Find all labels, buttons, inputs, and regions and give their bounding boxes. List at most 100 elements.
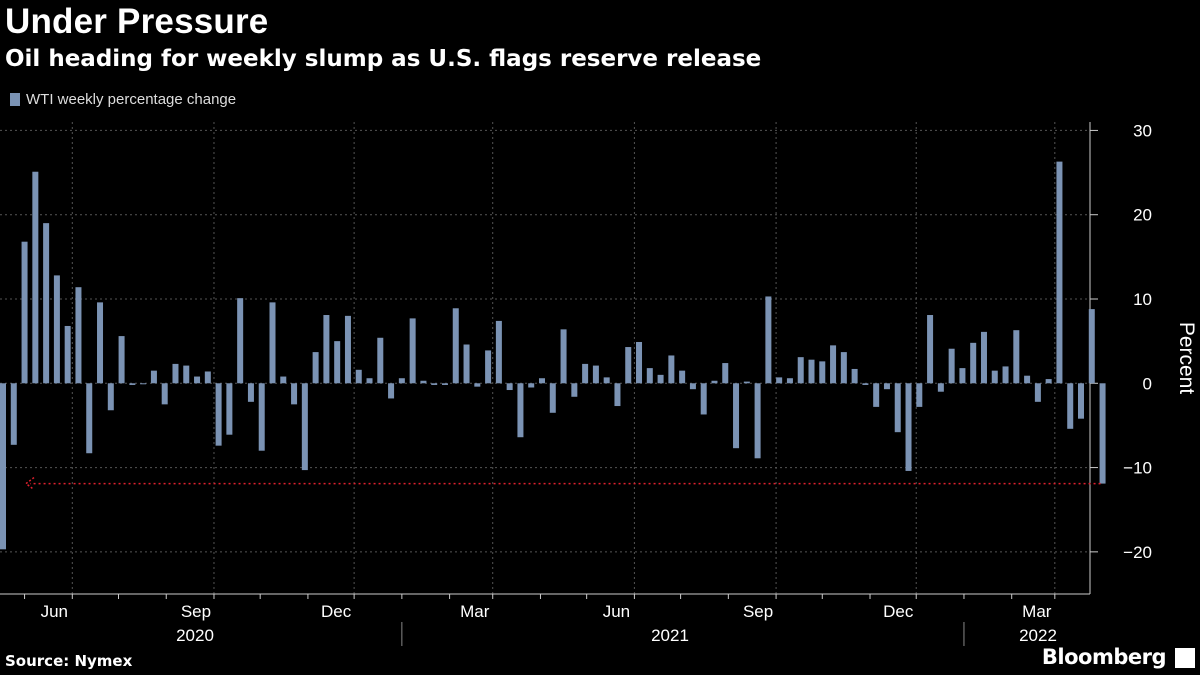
legend-label: WTI weekly percentage change (26, 91, 237, 108)
bar (474, 383, 481, 387)
bar (21, 241, 28, 384)
bar (323, 315, 330, 384)
y-tick-label: 10 (1133, 290, 1152, 309)
bar (215, 383, 222, 446)
bar (463, 344, 470, 384)
bar (765, 296, 772, 384)
bar (32, 171, 39, 384)
bar (948, 348, 955, 384)
y-tick-label: 0 (1143, 374, 1152, 393)
bar (140, 383, 147, 385)
bar (927, 315, 934, 384)
bar (161, 383, 168, 405)
bar (754, 383, 761, 459)
bar (657, 374, 664, 384)
bar (355, 369, 362, 384)
bar (485, 350, 492, 384)
bar (398, 378, 405, 384)
bar (786, 378, 793, 384)
bar (312, 352, 319, 384)
bar (506, 383, 513, 391)
source-note: Source: Nymex (5, 652, 133, 670)
bar (1099, 383, 1106, 484)
bar (733, 383, 740, 449)
x-month-label: Sep (743, 602, 773, 621)
bar (388, 383, 395, 399)
x-month-label: Mar (1022, 602, 1052, 621)
bar (571, 383, 578, 397)
bar (420, 380, 427, 384)
y-axis-title: Percent (1175, 322, 1198, 395)
bar (1034, 383, 1041, 402)
bar (118, 336, 125, 384)
bar (334, 341, 341, 384)
bar (1002, 366, 1009, 384)
bar (539, 378, 545, 384)
bar (1067, 383, 1074, 429)
bar (646, 368, 653, 384)
bar (700, 383, 707, 415)
bar (269, 302, 276, 384)
bar (280, 376, 287, 384)
bar (980, 331, 987, 384)
bar (97, 302, 104, 384)
bar (549, 383, 556, 413)
bar (873, 383, 880, 407)
bar (894, 383, 901, 433)
bar (991, 370, 998, 384)
bar (840, 352, 847, 384)
bar (905, 383, 912, 471)
bar (851, 368, 858, 384)
brand-logo: Bloomberg (1041, 645, 1167, 669)
x-year-label: 2021 (651, 626, 689, 645)
bar (258, 383, 265, 451)
bar (452, 308, 459, 384)
bar (150, 370, 157, 384)
x-month-label: Dec (883, 602, 914, 621)
bar (668, 355, 675, 384)
bar (679, 370, 686, 384)
bar (1056, 161, 1063, 384)
bar (797, 357, 804, 384)
chart-title: Under Pressure (5, 2, 269, 41)
y-tick-label: −10 (1123, 459, 1152, 478)
bar (582, 363, 589, 384)
bar (1013, 330, 1020, 384)
y-tick-label: −20 (1123, 543, 1152, 562)
bar (172, 363, 179, 384)
x-month-label: Jun (603, 602, 630, 621)
bar (86, 383, 93, 454)
bar (883, 383, 890, 390)
bar (1088, 309, 1095, 384)
bar (689, 383, 696, 390)
bar (377, 337, 384, 384)
y-tick-label: 30 (1133, 121, 1152, 140)
bar (441, 383, 448, 385)
bar (431, 383, 438, 385)
x-month-label: Dec (321, 602, 352, 621)
bar (959, 368, 966, 384)
bar (970, 342, 977, 384)
bar (592, 365, 599, 384)
bar (247, 383, 254, 402)
bar (194, 376, 201, 384)
bar (862, 383, 869, 385)
bar (301, 383, 308, 471)
bar (625, 347, 632, 384)
annotation-arrow-head (24, 476, 35, 491)
bar (743, 381, 750, 384)
bar (64, 325, 71, 384)
bar (1045, 379, 1052, 384)
x-year-label: 2022 (1019, 626, 1057, 645)
bar (808, 359, 815, 384)
bar (107, 383, 114, 411)
bar (711, 380, 718, 384)
bar (722, 363, 729, 384)
legend: WTI weekly percentage change (10, 91, 236, 108)
x-month-label: Mar (460, 602, 490, 621)
chart-subtitle: Oil heading for weekly slump as U.S. fla… (5, 46, 762, 72)
bar (636, 341, 643, 384)
legend-swatch (10, 93, 20, 106)
brand-icon (1175, 648, 1195, 668)
bar (409, 318, 416, 384)
